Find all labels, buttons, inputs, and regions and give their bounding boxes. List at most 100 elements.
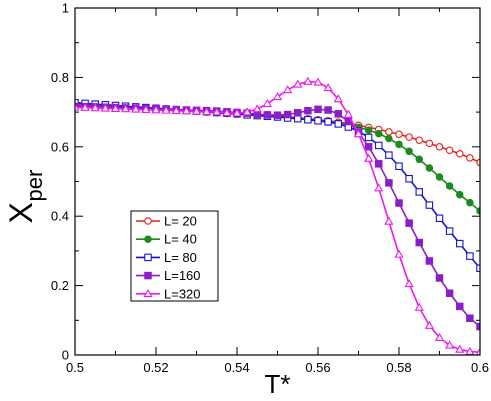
data-point xyxy=(466,198,474,207)
data-point xyxy=(415,155,423,164)
data-point xyxy=(181,106,192,115)
data-point xyxy=(212,107,222,116)
y-tick-label: 0 xyxy=(62,348,69,363)
data-point xyxy=(364,126,373,134)
data-point xyxy=(272,92,283,101)
data-point xyxy=(415,188,423,196)
data-point xyxy=(303,76,313,85)
data-point xyxy=(455,149,464,158)
data-point xyxy=(374,141,383,150)
y-tick-label: 0.2 xyxy=(51,278,69,293)
data-point xyxy=(385,134,393,143)
data-point xyxy=(455,190,464,199)
data-point xyxy=(435,214,444,223)
data-point xyxy=(405,174,413,183)
data-point xyxy=(314,105,322,114)
legend-label: L= 80 xyxy=(164,250,197,265)
series-5 xyxy=(75,76,480,355)
data-point xyxy=(385,151,393,159)
legend-label: L= 20 xyxy=(164,214,197,229)
data-point xyxy=(395,140,403,149)
data-point xyxy=(455,239,464,248)
data-point xyxy=(262,98,273,108)
data-point xyxy=(222,108,232,117)
x-tick-label: 0.6 xyxy=(471,360,489,375)
x-tick-label: 0.54 xyxy=(224,360,249,375)
data-point xyxy=(293,109,302,117)
data-point xyxy=(324,118,332,126)
data-point xyxy=(90,103,100,112)
legend-label: L=160 xyxy=(164,268,201,283)
y-tick-label: 0.4 xyxy=(51,209,69,224)
data-point xyxy=(313,77,323,86)
data-point xyxy=(466,252,474,260)
data-point xyxy=(405,219,413,227)
data-point xyxy=(395,130,403,139)
data-point xyxy=(314,117,322,125)
data-point xyxy=(171,105,181,115)
data-point xyxy=(242,107,252,116)
data-point xyxy=(425,201,434,209)
data-point xyxy=(385,179,393,187)
x-tick-label: 0.56 xyxy=(305,360,330,375)
legend-marker xyxy=(144,253,152,262)
legend: L= 20 L= 40 L= 80 L=160 L=320 xyxy=(130,210,219,302)
x-tick-label: 0.5 xyxy=(66,360,84,375)
data-point xyxy=(425,139,434,148)
data-point xyxy=(201,106,212,116)
legend-item: L=160 xyxy=(136,268,201,283)
data-point xyxy=(455,344,465,353)
data-point xyxy=(435,173,444,181)
data-point xyxy=(384,216,394,225)
data-point xyxy=(445,146,454,155)
data-point xyxy=(475,347,480,355)
y-tick-label: 0.8 xyxy=(51,70,69,85)
data-point xyxy=(323,83,333,92)
data-point xyxy=(263,111,272,119)
data-point xyxy=(232,108,242,117)
data-point xyxy=(374,129,383,138)
data-point xyxy=(445,227,454,235)
data-point xyxy=(394,249,404,258)
data-point xyxy=(293,79,303,88)
legend-marker xyxy=(144,271,152,280)
data-point xyxy=(435,274,444,282)
legend-marker xyxy=(144,235,152,243)
data-point xyxy=(282,85,293,94)
data-point xyxy=(151,105,161,114)
data-point xyxy=(404,279,414,288)
data-point xyxy=(304,115,312,124)
data-point xyxy=(425,164,434,172)
data-point xyxy=(385,128,393,136)
data-point xyxy=(445,289,454,297)
data-point xyxy=(304,106,312,115)
data-point xyxy=(141,104,151,113)
data-point xyxy=(395,162,403,170)
data-point xyxy=(425,257,434,265)
data-point xyxy=(353,129,364,138)
y-tick-label: 1 xyxy=(62,1,69,16)
data-point xyxy=(283,110,292,119)
data-point xyxy=(252,104,262,113)
x-axis-title: T* xyxy=(265,369,291,399)
data-point xyxy=(405,133,413,141)
data-point xyxy=(273,111,282,119)
y-tick-label: 0.6 xyxy=(51,139,69,154)
data-point xyxy=(334,120,342,128)
ticks-layer: 0.5 0.52 0.54 0.56 0.58 0.6 0 0.2 0.4 0.6 0.8 1 xyxy=(51,1,489,376)
data-point xyxy=(465,346,475,355)
data-point xyxy=(455,302,464,311)
data-point xyxy=(120,104,131,113)
data-point xyxy=(405,147,413,156)
legend-item: L= 80 xyxy=(136,250,197,265)
y-axis-title: X per xyxy=(3,170,47,224)
legend-item: L= 20 xyxy=(136,214,197,229)
data-point xyxy=(131,104,141,113)
data-point xyxy=(343,109,354,118)
data-point xyxy=(80,102,90,111)
data-point xyxy=(110,103,121,112)
data-point xyxy=(191,106,202,115)
legend-label: L=320 xyxy=(164,286,201,301)
data-point xyxy=(435,143,444,151)
